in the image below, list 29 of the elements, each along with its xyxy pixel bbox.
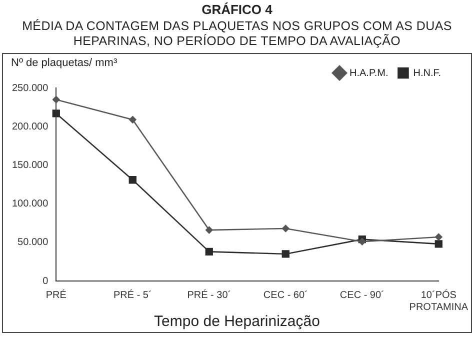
x-tick-label: 10´PÓS PROTAMINA [409, 288, 468, 313]
y-tick-label: 50.000 [18, 237, 49, 248]
x-tick-label: PRÉ - 30´ [187, 288, 232, 301]
chart-title: GRÁFICO 4 [200, 2, 274, 17]
legend-label: H.A.P.M. [350, 68, 388, 79]
y-tick-label: 100.000 [12, 198, 49, 210]
point [434, 233, 442, 241]
x-axis-title: Tempo de Heparinização [153, 313, 321, 330]
chart-subtitle: MÉDIA DA CONTAGEM DAS PLAQUETAS NOS GRUPOS COM AS DUAS HEPARINAS, NO PERÍODO DE TEMPO DA AVALIAÇÃO [21, 19, 453, 49]
point [434, 240, 442, 248]
point [206, 226, 213, 234]
point [52, 96, 60, 104]
x-tick-label: PRÉ - 5´ [113, 288, 152, 301]
y-tick-label: 250.000 [12, 82, 49, 94]
y-tick-label: 0 [42, 276, 49, 287]
point [128, 116, 136, 124]
x-tick-label: PRÉ [46, 288, 67, 301]
x-tick-label: CEC - 60´ [263, 290, 308, 301]
y-tick-label: 200.000 [12, 121, 49, 132]
y-tick-label: 150.000 [12, 160, 49, 171]
point [52, 110, 60, 118]
point [205, 248, 213, 256]
legend-label: H.N.F. [413, 68, 442, 79]
y-axis-title: Nº de plaquetas/ mm³ [11, 57, 118, 69]
point [282, 250, 290, 258]
point [128, 176, 136, 184]
point [358, 238, 366, 246]
point [282, 224, 290, 232]
x-tick-label: CEC - 90´ [340, 290, 384, 301]
